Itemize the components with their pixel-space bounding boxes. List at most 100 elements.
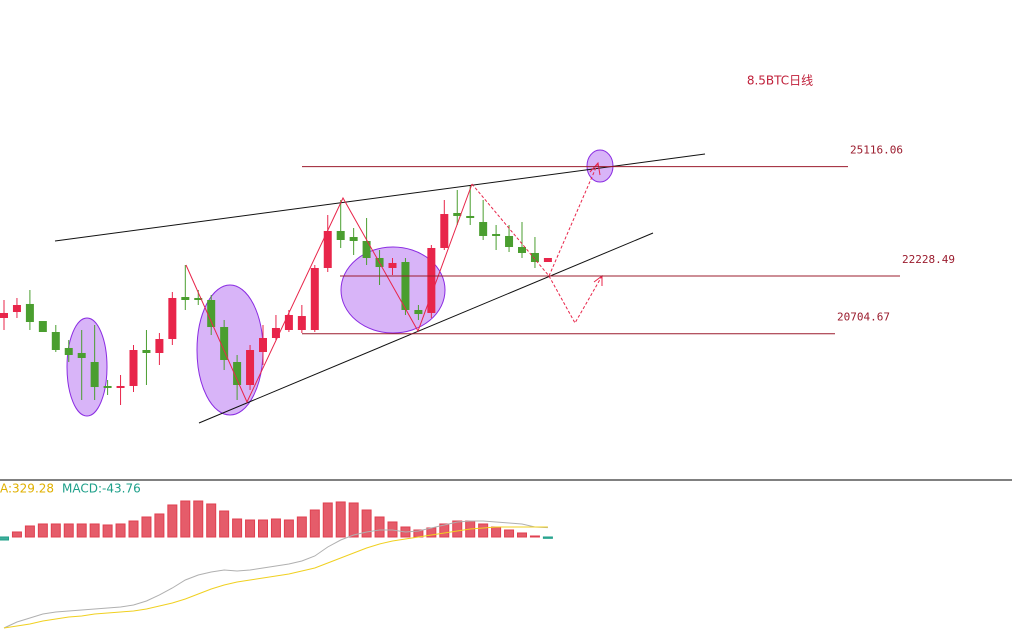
macd-bar bbox=[0, 536, 9, 541]
macd-bar bbox=[478, 523, 489, 538]
macd-bar bbox=[232, 518, 243, 538]
highlight-ellipse bbox=[586, 149, 614, 183]
candle-body bbox=[142, 350, 151, 353]
macd-label: MACD:-43.76 bbox=[62, 482, 141, 496]
trend-line bbox=[198, 232, 654, 424]
candle-body bbox=[388, 262, 397, 268]
macd-bar bbox=[89, 523, 100, 538]
macd-bar bbox=[37, 523, 48, 538]
macd-bar bbox=[206, 503, 217, 538]
candle-body bbox=[466, 215, 475, 218]
candle-body bbox=[518, 247, 526, 253]
candle-body bbox=[427, 247, 436, 313]
candle-body bbox=[77, 352, 86, 358]
candle-body bbox=[362, 240, 371, 258]
candle-body bbox=[336, 230, 345, 240]
candle-body bbox=[297, 316, 306, 330]
arrow-head bbox=[589, 161, 601, 176]
macd-bar bbox=[180, 500, 191, 538]
trend-line bbox=[54, 153, 706, 242]
macd-bar bbox=[374, 516, 385, 538]
macd-bar bbox=[283, 519, 294, 538]
candle-body bbox=[259, 337, 267, 353]
macd-line bbox=[3, 526, 548, 629]
trend-annotations bbox=[54, 153, 706, 424]
candle-body bbox=[38, 321, 47, 333]
candle-body bbox=[440, 214, 449, 248]
wave-path bbox=[185, 183, 473, 404]
macd-bar bbox=[193, 500, 204, 538]
macd-bar bbox=[24, 525, 35, 538]
candle-body bbox=[103, 385, 112, 388]
level-label: 25116.06 bbox=[850, 144, 903, 157]
level-label: 20704.67 bbox=[837, 311, 890, 324]
candle-body bbox=[414, 310, 423, 315]
candle-body bbox=[116, 385, 125, 388]
macd-bar bbox=[452, 520, 463, 538]
candle-body bbox=[543, 257, 552, 263]
macd-bar bbox=[50, 523, 61, 538]
macd-bar bbox=[245, 519, 256, 538]
candle-body bbox=[129, 350, 138, 386]
candle-body bbox=[323, 230, 332, 268]
candle-body bbox=[12, 305, 21, 313]
projected-path bbox=[548, 275, 603, 325]
macd-line bbox=[3, 520, 548, 629]
macd-label: A:329.28 bbox=[0, 482, 54, 496]
candle-body bbox=[220, 327, 229, 360]
candle-body bbox=[25, 303, 34, 323]
macd-bar bbox=[439, 523, 450, 538]
macd-bar bbox=[219, 510, 230, 538]
level-label: 22228.49 bbox=[902, 253, 955, 266]
candle-body bbox=[64, 347, 73, 355]
macd-bar bbox=[542, 536, 553, 539]
macd-bar bbox=[529, 535, 540, 538]
candle-body bbox=[155, 339, 164, 353]
candle-body bbox=[479, 222, 488, 236]
macd-bar bbox=[76, 523, 87, 538]
candle-body bbox=[310, 267, 319, 330]
macd-bar bbox=[309, 509, 320, 538]
candle-body bbox=[492, 234, 501, 236]
macd-bar bbox=[258, 519, 268, 538]
macd-bar bbox=[504, 529, 515, 538]
macd-bar bbox=[154, 513, 165, 538]
candle-body bbox=[168, 297, 177, 340]
macd-bar bbox=[270, 518, 281, 538]
candles bbox=[0, 185, 552, 405]
candle-body bbox=[0, 312, 8, 318]
macd-bar bbox=[517, 532, 527, 538]
macd-bar bbox=[141, 516, 152, 538]
candle-body bbox=[271, 327, 280, 338]
macd-bar bbox=[361, 509, 372, 538]
macd-bar bbox=[335, 501, 346, 538]
candle-body bbox=[207, 300, 216, 328]
candle-body bbox=[246, 350, 255, 385]
candle-body bbox=[401, 262, 410, 310]
candle-body bbox=[453, 212, 462, 216]
candle-body bbox=[349, 237, 358, 241]
candle-body bbox=[505, 235, 514, 248]
macd-bar bbox=[115, 523, 126, 538]
candle-body bbox=[90, 362, 99, 388]
candle-body bbox=[181, 297, 190, 300]
macd-bar bbox=[322, 502, 333, 538]
candle-body bbox=[530, 252, 539, 263]
candle-body bbox=[284, 315, 293, 330]
macd-bar bbox=[491, 526, 502, 538]
macd-bar bbox=[63, 523, 74, 538]
projected-path bbox=[471, 162, 599, 277]
candle-body bbox=[51, 332, 60, 350]
macd-bar bbox=[348, 502, 359, 538]
macd-bar bbox=[11, 531, 22, 538]
macd-bar bbox=[167, 504, 178, 538]
chart-title: 8.5BTC日线 bbox=[747, 74, 813, 88]
macd-bar bbox=[387, 521, 398, 538]
candle-body bbox=[233, 362, 242, 385]
highlight-ellipse bbox=[66, 317, 108, 417]
macd-bar bbox=[296, 516, 307, 538]
candle-body bbox=[194, 297, 203, 300]
macd-bar bbox=[128, 520, 139, 538]
